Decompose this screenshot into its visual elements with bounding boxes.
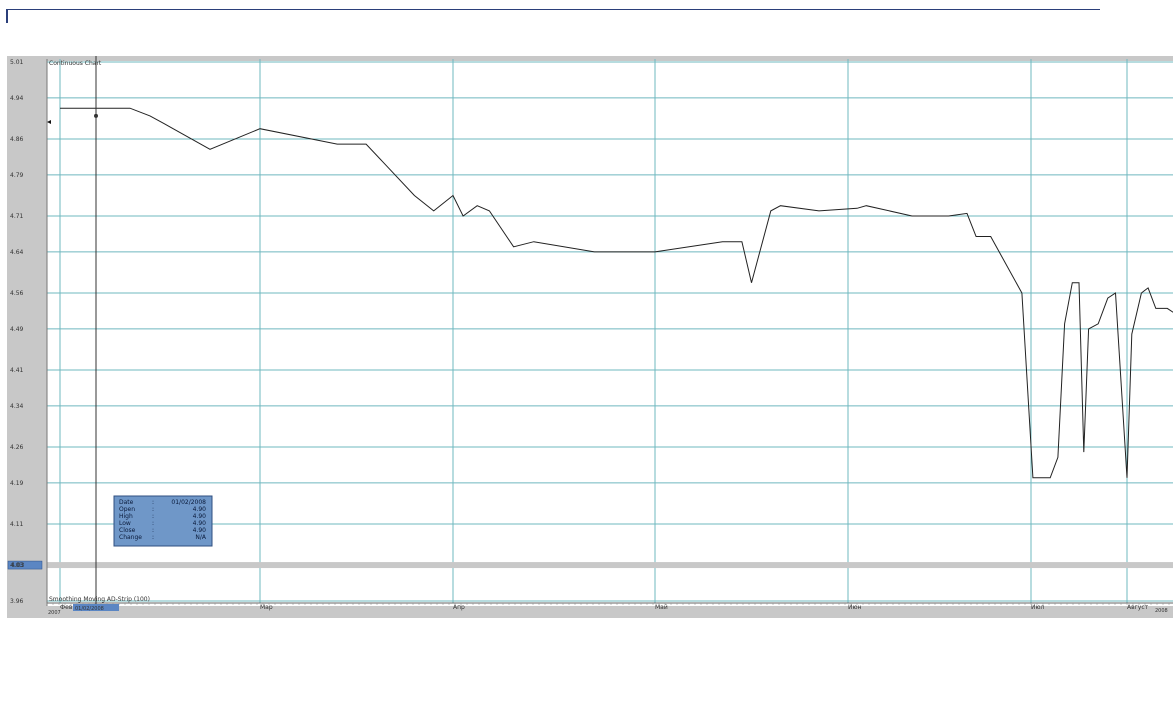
tooltip-label: Low: [119, 520, 131, 527]
chart-panel[interactable]: 4.03 5.01 4.94 4.86 4.79 4.71 4.64 4.56 4.49 4.4…: [7, 56, 1173, 618]
crosshair-cursor: 01/02/2008: [47, 56, 119, 612]
y-tick-label: 4.26: [10, 444, 24, 451]
series-line: [60, 107, 1173, 479]
x-start-year: 2007: [48, 610, 61, 616]
crosshair-marker: [94, 113, 98, 118]
tooltip-colon: :: [152, 534, 154, 541]
x-tick-label: Июн: [848, 604, 862, 611]
x-tick-label: Август: [1127, 604, 1149, 611]
chart-title: Continuous Chart: [49, 60, 102, 67]
y-tick-label: 3.96: [10, 598, 24, 605]
tooltip-value: N/A: [195, 534, 207, 541]
y-cursor-marker: [47, 120, 51, 124]
y-tick-label: 4.41: [10, 367, 24, 374]
tooltip-label: High: [119, 513, 133, 520]
tooltip-colon: :: [152, 527, 154, 534]
y-tick-label: 4.49: [10, 326, 24, 333]
x-tick-label: Май: [655, 604, 668, 611]
x-tick-label: Июл: [1031, 604, 1045, 611]
y-tick-label: 4.11: [10, 521, 24, 528]
y-tick-label: 4.86: [10, 136, 24, 143]
current-price-band: 4.03: [7, 560, 1173, 570]
tooltip-colon: :: [152, 520, 154, 527]
tooltip-value: 4.90: [193, 513, 207, 520]
tooltip-label: Change: [119, 534, 142, 541]
plot-area[interactable]: [47, 61, 1173, 606]
series-layer: [60, 107, 1173, 479]
tooltip-value: 4.90: [193, 527, 207, 534]
tooltip-value: 4.90: [193, 520, 207, 527]
date-tag: [73, 604, 119, 611]
y-tick-label: 4.79: [10, 172, 24, 179]
chart-canvas[interactable]: 4.03 5.01 4.94 4.86 4.79 4.71 4.64 4.56 4.49 4.4…: [7, 56, 1173, 618]
tooltip-value: 4.90: [193, 506, 207, 513]
y-tick-label: 4.71: [10, 213, 24, 220]
tooltip-label: Open: [119, 506, 135, 513]
y-axis: 5.01 4.94 4.86 4.79 4.71 4.64 4.56 4.49 4.41 4.34…: [10, 59, 48, 606]
tooltip-box: [113, 495, 213, 547]
y-tick-label: 4.19: [10, 480, 24, 487]
y-tick-label: 4.94: [10, 95, 24, 102]
x-axis: Фев Мар Апр Май Июн Июл Август 2007 2008: [46, 602, 1173, 616]
tooltip-label: Close: [119, 527, 136, 534]
y-tick-label: 5.01: [10, 59, 24, 66]
window-left-border: [6, 9, 8, 23]
price-tag: [7, 560, 43, 570]
y-tick-label: 4.34: [10, 403, 24, 410]
x-tick-label: Мар: [260, 604, 273, 611]
price-band-bar: [47, 562, 1173, 569]
x-tick-label: Фев: [60, 604, 73, 611]
price-tag-label: 4.03: [11, 562, 25, 569]
tooltip-colon: :: [152, 506, 154, 513]
x-end-year: 2008: [1155, 608, 1168, 614]
tooltip-value: 01/02/2008: [171, 499, 206, 506]
tooltip-label: Date: [119, 499, 134, 506]
tooltip-colon: :: [152, 499, 154, 506]
y-tick-label: 4.03: [10, 562, 24, 569]
x-tick-label: Апр: [453, 604, 465, 611]
y-tick-label: 4.56: [10, 290, 24, 297]
data-tooltip: Date: 01/02/2008 Open: 4.90 High: 4.90 Low: 4.9…: [113, 495, 213, 547]
window-top-border: [6, 9, 1100, 10]
tooltip-colon: :: [152, 513, 154, 520]
date-tag-label: 01/02/2008: [75, 606, 104, 612]
indicator-label: Smoothing Moving AD-Strip (100): [49, 596, 150, 603]
vertical-gridlines: [59, 59, 1128, 603]
y-tick-label: 4.64: [10, 249, 24, 256]
